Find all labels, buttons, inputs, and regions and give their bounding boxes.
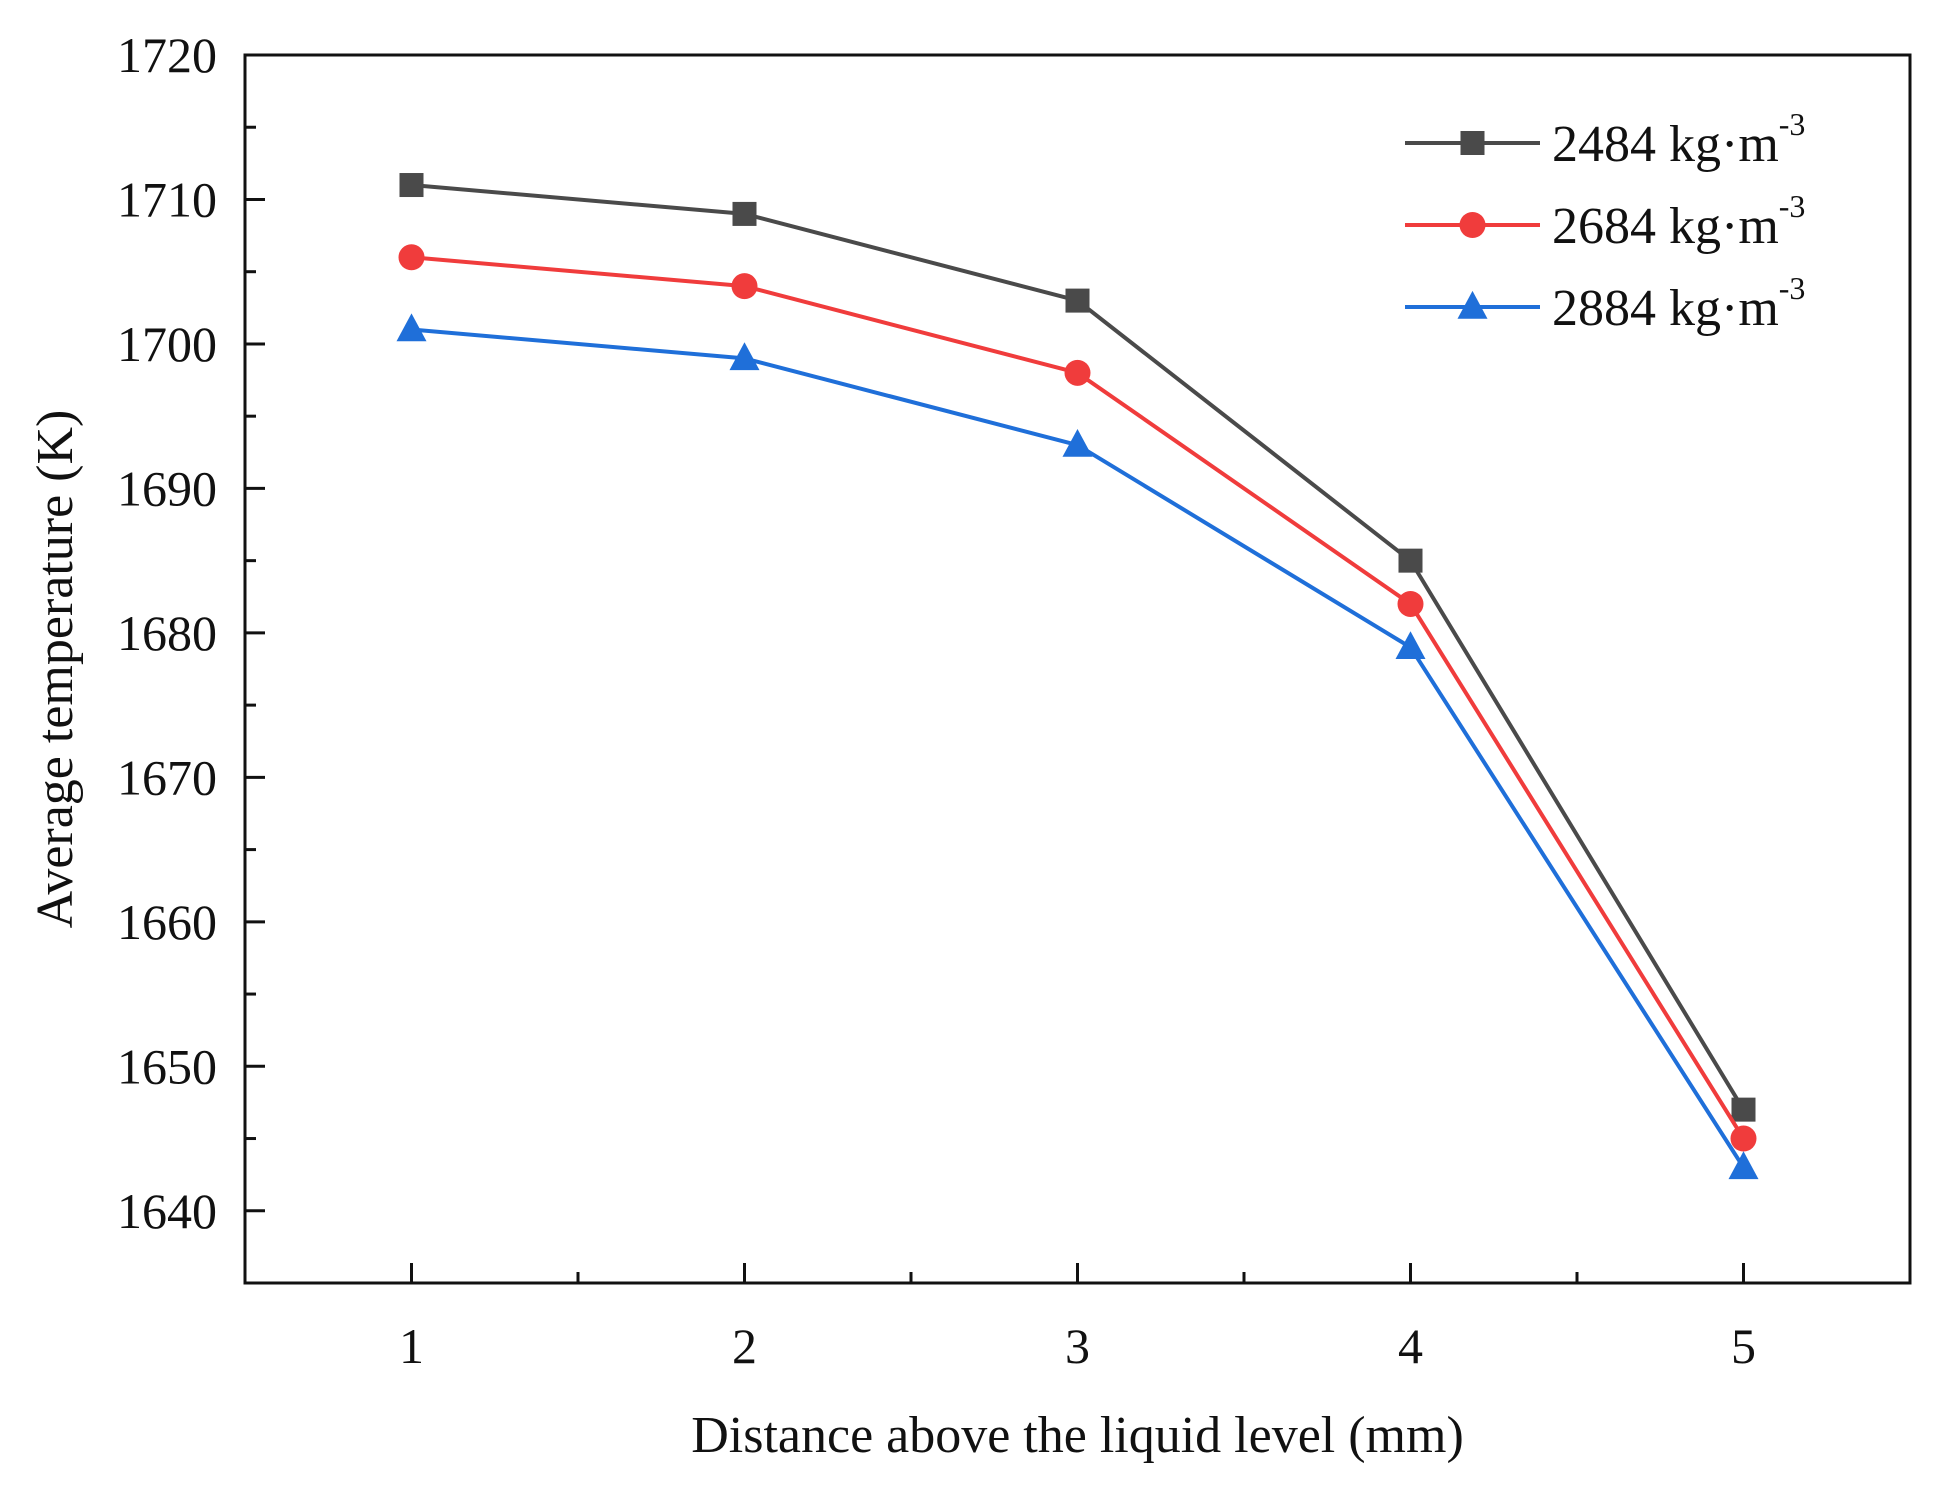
data-point	[1728, 1151, 1759, 1180]
legend-label: 2484 kg·m-3	[1552, 106, 1805, 173]
data-point	[1730, 1125, 1757, 1152]
y-axis-title: Average temperature (K)	[27, 410, 84, 929]
legend-item: 2684 kg·m-3	[1405, 188, 1805, 255]
y-tick-label: 1710	[117, 171, 217, 227]
legend-label: 2684 kg·m-3	[1552, 188, 1805, 255]
data-point	[396, 313, 427, 342]
legend-exponent: -3	[1779, 188, 1806, 224]
data-point	[1065, 288, 1090, 313]
legend-marker	[1457, 290, 1488, 319]
data-point	[399, 173, 424, 198]
tick-labels: 1 2 3 4 5 1640 1650 1660 1670 1680 1690 1700 1710 172…	[117, 27, 1756, 1374]
data-point	[1397, 590, 1424, 617]
y-tick-label: 1650	[117, 1038, 217, 1094]
legend-exponent: -3	[1779, 270, 1806, 306]
y-tick-label: 1680	[117, 605, 217, 661]
axis-ticks	[245, 53, 1745, 1283]
data-point	[731, 273, 758, 300]
data-point	[398, 244, 425, 271]
x-tick-label: 4	[1398, 1318, 1423, 1374]
legend-item: 2884 kg·m-3	[1405, 270, 1805, 337]
series-line	[411, 183, 1746, 1111]
x-tick-label: 3	[1065, 1318, 1090, 1374]
x-tick-label: 2	[732, 1318, 757, 1374]
legend-marker	[1460, 131, 1485, 155]
series-layer	[396, 173, 1759, 1180]
legend-item: 2484 kg·m-3	[1405, 106, 1805, 173]
y-tick-label: 1670	[117, 749, 217, 805]
data-point	[1395, 631, 1426, 660]
y-tick-label: 1640	[117, 1183, 217, 1239]
legend: 2484 kg·m-3 2684 kg·m-3 2884 kg·m-3	[1405, 106, 1805, 337]
series-2484	[399, 173, 1756, 1122]
plot-frame	[243, 53, 1912, 1285]
y-tick-label: 1700	[117, 316, 217, 372]
y-tick-label: 1720	[117, 27, 217, 83]
data-point	[729, 342, 760, 371]
data-point	[732, 201, 757, 226]
data-point	[1398, 548, 1423, 573]
legend-exponent: -3	[1779, 106, 1806, 142]
series-line	[411, 255, 1746, 1140]
x-tick-label: 5	[1731, 1318, 1756, 1374]
x-tick-label: 1	[399, 1318, 424, 1374]
data-point	[1062, 428, 1093, 457]
y-tick-label: 1690	[117, 460, 217, 516]
legend-label: 2884 kg·m-3	[1552, 270, 1805, 337]
y-tick-label: 1660	[117, 894, 217, 950]
series-2884	[396, 313, 1759, 1180]
data-point	[1064, 359, 1091, 386]
legend-marker	[1459, 212, 1486, 238]
x-axis-title: Distance above the liquid level (mm)	[691, 1407, 1464, 1464]
data-point	[1731, 1097, 1756, 1122]
series-2684	[398, 244, 1757, 1152]
